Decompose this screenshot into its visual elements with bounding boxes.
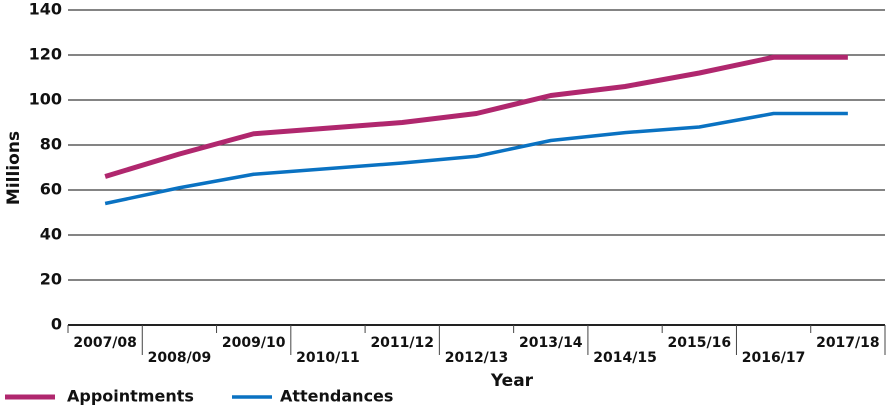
x-tick-label: 2012/13 — [445, 350, 509, 366]
x-tick-label: 2016/17 — [742, 350, 806, 366]
x-tick-label: 2007/08 — [73, 335, 137, 351]
legend-label: Appointments — [67, 387, 194, 406]
x-axis-label: Year — [490, 371, 534, 391]
y-tick-label: 0 — [51, 315, 62, 334]
y-tick-label: 140 — [29, 0, 62, 19]
x-tick-label: 2011/12 — [370, 335, 434, 351]
legend-label: Attendances — [280, 387, 393, 406]
x-tick-label: 2009/10 — [222, 335, 286, 351]
x-tick-label: 2014/15 — [593, 350, 657, 366]
x-tick-label: 2013/14 — [519, 335, 583, 351]
y-tick-label: 120 — [29, 45, 62, 64]
y-tick-label: 100 — [29, 90, 62, 109]
y-tick-label: 40 — [40, 225, 62, 244]
series-line — [104, 54, 848, 179]
y-tick-label: 60 — [40, 180, 62, 199]
x-tick-label: 2010/11 — [296, 350, 360, 366]
y-tick-label: 20 — [40, 270, 62, 289]
series-line — [104, 111, 848, 206]
x-tick-label: 2008/09 — [148, 350, 212, 366]
x-tick-label: 2017/18 — [816, 335, 880, 351]
x-tick-label: 2015/16 — [668, 335, 732, 351]
y-axis-label: Millions — [4, 131, 24, 205]
y-tick-label: 80 — [40, 135, 62, 154]
